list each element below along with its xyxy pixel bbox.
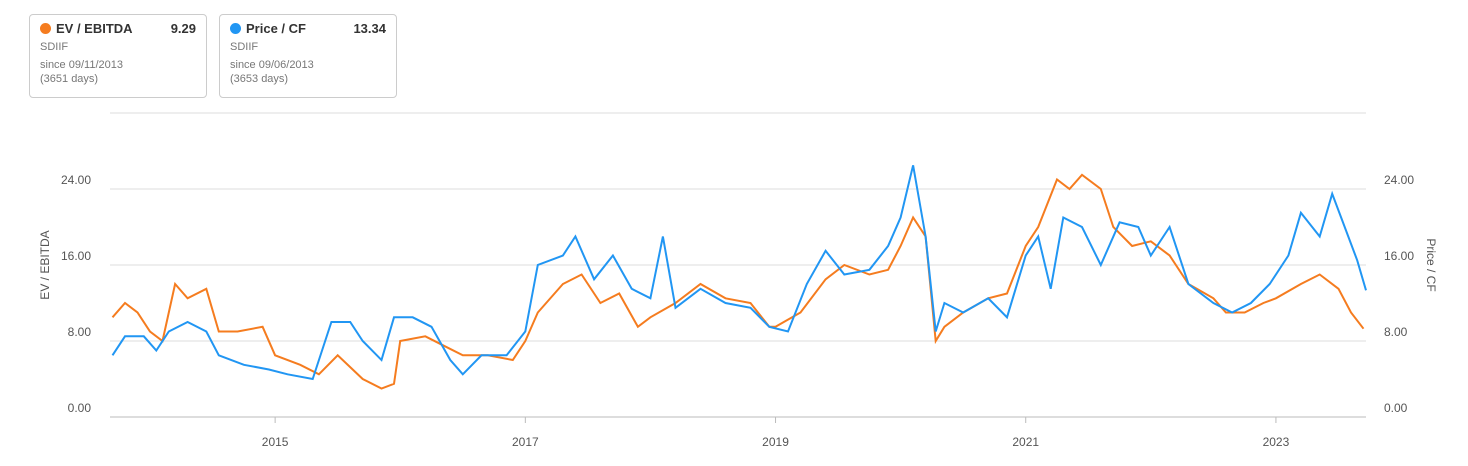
y2-tick-label: 0.00 [1384,401,1408,415]
ticker: SDIIF [40,41,69,53]
legend-card[interactable]: EV / EBITDA 9.29 SDIIF since 09/11/2013 (… [29,14,207,98]
days: (3653 days) [230,73,289,85]
y-tick-label: 8.00 [68,325,92,339]
series-line [111,173,1365,390]
legend-name: EV / EBITDA [56,21,133,36]
y2-axis-title: Price / CF [1424,238,1438,291]
y-tick-label: 0.00 [68,401,92,415]
y-tick-label: 24.00 [61,173,91,187]
y2-tick-label: 16.00 [1384,249,1414,263]
legend-card[interactable]: Price / CF 13.34 SDIIF since 09/06/2013 (… [219,14,397,98]
x-tick-label: 2023 [1263,435,1290,449]
y2-tick-label: 8.00 [1384,325,1408,339]
legend-dot [40,23,51,34]
since: since 09/11/2013 [40,59,123,71]
series-line [111,165,1367,381]
y-axis-title: EV / EBITDA [38,230,52,299]
x-tick-label: 2015 [262,435,289,449]
since: since 09/06/2013 [230,59,314,71]
legend-value: 13.34 [353,21,386,36]
y-tick-label: 16.00 [61,249,91,263]
x-tick-label: 2021 [1012,435,1039,449]
ticker: SDIIF [230,41,259,53]
x-tick-label: 2019 [762,435,789,449]
y2-tick-label: 24.00 [1384,173,1414,187]
x-tick-label: 2017 [512,435,539,449]
legend-dot [230,23,241,34]
days: (3651 days) [40,73,99,85]
legend-value: 9.29 [170,21,196,36]
legend-name: Price / CF [246,21,306,36]
